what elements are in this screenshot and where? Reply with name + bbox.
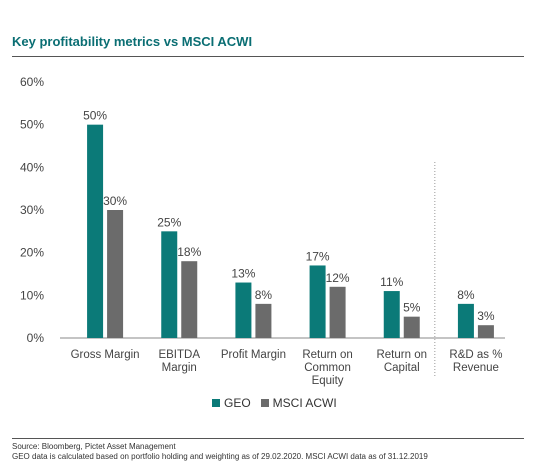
x-category-label: Margin: [162, 362, 197, 374]
x-category-label: Revenue: [453, 362, 499, 374]
x-category-label: Return on: [376, 349, 427, 361]
title-divider: [12, 56, 524, 57]
y-tick-label: 10%: [20, 288, 44, 302]
x-category-label: EBITDA: [158, 349, 200, 361]
bar-msci: [403, 316, 420, 338]
legend-item-msci: MSCI ACWI: [260, 396, 337, 410]
legend-label-msci: MSCI ACWI: [272, 396, 337, 410]
data-label: 30%: [103, 194, 127, 208]
bar-geo: [309, 265, 326, 338]
legend-swatch-geo: [212, 399, 220, 407]
data-label: 3%: [477, 309, 495, 323]
bar-msci: [477, 325, 494, 338]
chart-title: Key profitability metrics vs MSCI ACWI: [12, 34, 253, 49]
bar-geo: [87, 124, 104, 339]
bar-geo: [457, 303, 474, 338]
data-label: 8%: [457, 288, 475, 302]
data-label: 25%: [157, 215, 181, 229]
data-label: 50%: [83, 109, 107, 123]
data-label: 5%: [403, 301, 421, 315]
data-label: 17%: [306, 249, 330, 263]
x-category-label: Equity: [312, 375, 344, 387]
data-label: 8%: [255, 288, 273, 302]
x-category-label: Gross Margin: [71, 349, 140, 361]
y-tick-label: 20%: [20, 246, 44, 260]
x-category-label: Profit Margin: [221, 349, 286, 361]
bar-geo: [235, 282, 252, 338]
bar-msci: [181, 261, 198, 338]
footer-divider: [12, 438, 524, 439]
data-label: 11%: [380, 275, 403, 289]
y-tick-label: 50%: [20, 118, 44, 132]
y-tick-label: 60%: [20, 75, 44, 89]
x-category-label: Return on: [302, 349, 353, 361]
x-category-label: Capital: [384, 362, 420, 374]
source-line: GEO data is calculated based on portfoli…: [12, 452, 428, 461]
y-tick-label: 0%: [27, 331, 45, 345]
bar-geo: [383, 291, 400, 338]
legend-swatch-msci: [260, 399, 269, 407]
legend: GEO MSCI ACWI: [212, 396, 347, 410]
source-line: Source: Bloomberg, Pictet Asset Manageme…: [12, 442, 176, 451]
y-tick-label: 30%: [20, 203, 44, 217]
data-label: 18%: [177, 245, 201, 259]
data-label: 12%: [326, 271, 350, 285]
bar-msci: [107, 210, 124, 338]
legend-label-geo: GEO: [224, 396, 251, 410]
source-note: Source: Bloomberg, Pictet Asset Manageme…: [12, 442, 428, 462]
data-label: 13%: [231, 267, 255, 281]
bar-msci: [255, 303, 272, 338]
y-tick-label: 40%: [20, 160, 44, 174]
x-category-label: Common: [304, 362, 351, 374]
bar-msci: [329, 286, 346, 338]
legend-item-geo: GEO: [212, 396, 251, 410]
x-category-label: R&D as %: [449, 349, 502, 361]
bar-geo: [161, 231, 178, 338]
bar-chart: 0% 10% 20% 30% 40% 50% 60% 50% 30% Gross Margin 25…: [20, 75, 505, 387]
